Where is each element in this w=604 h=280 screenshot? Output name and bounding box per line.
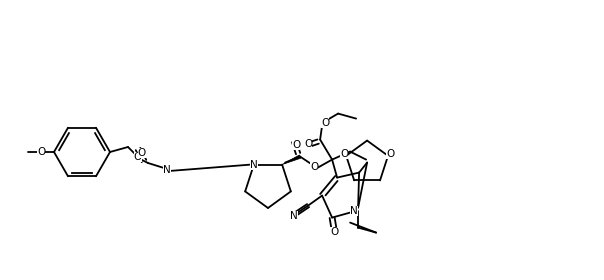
- Text: N: N: [163, 165, 171, 175]
- Text: O: O: [330, 227, 338, 237]
- Text: O: O: [386, 149, 394, 159]
- Text: O: O: [304, 139, 312, 149]
- Text: N: N: [250, 160, 258, 170]
- Text: O: O: [134, 152, 142, 162]
- Text: N: N: [291, 211, 298, 221]
- Text: O: O: [340, 149, 349, 159]
- Text: O: O: [321, 118, 329, 128]
- Text: O: O: [292, 140, 300, 150]
- Polygon shape: [282, 155, 301, 165]
- Text: O: O: [138, 148, 146, 158]
- Text: O: O: [37, 147, 45, 157]
- Text: N: N: [350, 206, 358, 216]
- Text: O: O: [310, 162, 318, 172]
